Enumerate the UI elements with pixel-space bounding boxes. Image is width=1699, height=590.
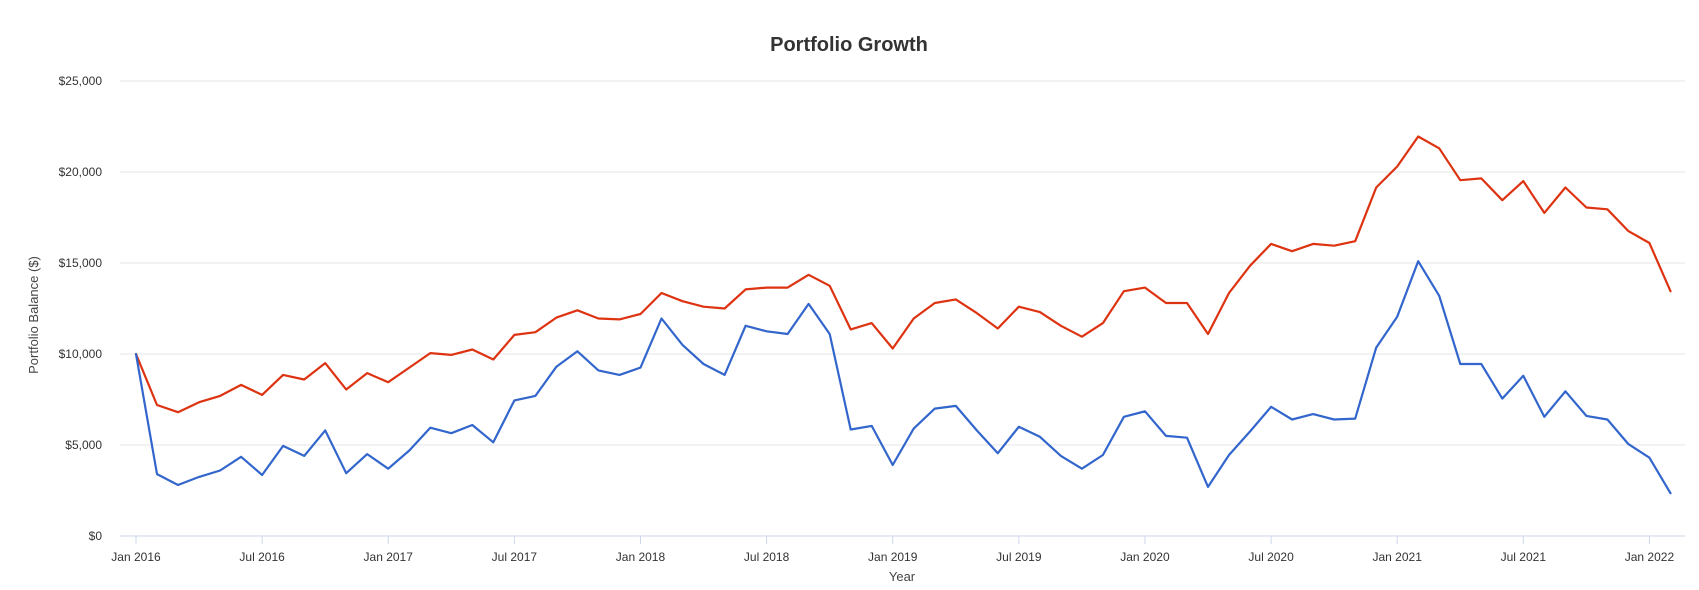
y-tick-label: $10,000: [59, 347, 103, 361]
x-tick-label: Jan 2018: [616, 550, 666, 564]
chart-title: Portfolio Growth: [770, 34, 928, 56]
x-tick-label: Jul 2018: [744, 550, 790, 564]
y-tick-label: $20,000: [59, 165, 103, 179]
x-tick-label: Jan 2019: [868, 550, 918, 564]
x-tick-label: Jan 2021: [1373, 550, 1423, 564]
x-tick-label: Jul 2020: [1248, 550, 1294, 564]
x-tick-label: Jul 2016: [239, 550, 285, 564]
y-axis-label: Portfolio Balance ($): [26, 256, 41, 374]
series-line-1: [134, 135, 1672, 414]
y-axis-ticks: $0 $5,000 $10,000 $15,000 $20,000 $25,000: [59, 74, 103, 543]
x-axis-ticks: Jan 2016 Jul 2016 Jan 2017 Jul 2017 Jan 2018…: [111, 536, 1674, 564]
x-tick-label: Jan 2022: [1625, 550, 1675, 564]
x-axis-label: Year: [889, 569, 916, 584]
x-tick-label: Jan 2017: [364, 550, 414, 564]
series-lines: [134, 135, 1672, 495]
y-tick-label: $25,000: [59, 74, 103, 88]
y-tick-label: $15,000: [59, 256, 103, 270]
x-tick-label: Jul 2019: [996, 550, 1042, 564]
x-tick-label: Jul 2021: [1501, 550, 1547, 564]
x-tick-label: Jan 2020: [1120, 550, 1170, 564]
x-tick-label: Jan 2016: [111, 550, 161, 564]
y-tick-label: $5,000: [65, 438, 102, 452]
y-gridlines: [120, 80, 1685, 446]
y-tick-label: $0: [89, 529, 103, 543]
series-line-2: [134, 260, 1672, 495]
x-tick-label: Jul 2017: [492, 550, 538, 564]
